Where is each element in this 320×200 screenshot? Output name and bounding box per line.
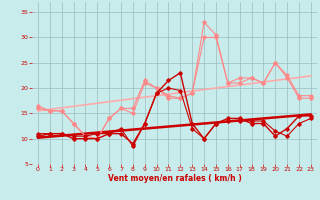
X-axis label: Vent moyen/en rafales ( km/h ): Vent moyen/en rafales ( km/h ): [108, 174, 241, 183]
